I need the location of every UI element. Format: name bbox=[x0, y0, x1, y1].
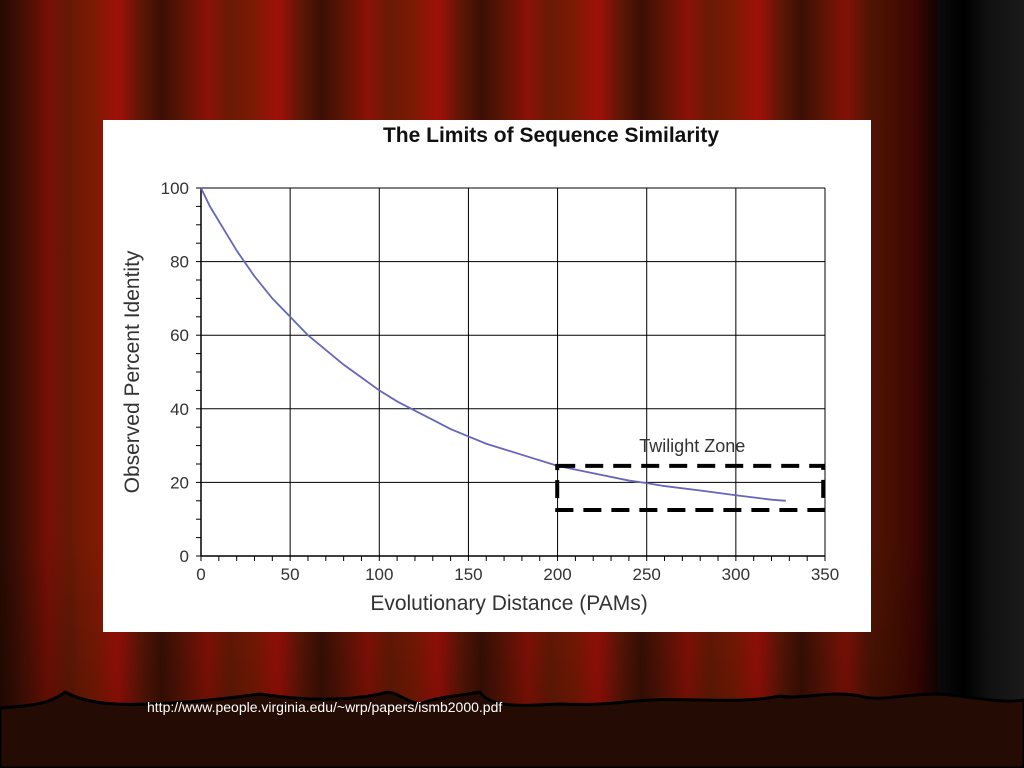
x-axis-label: Evolutionary Distance (PAMs) bbox=[370, 592, 647, 615]
right-dark-panel bbox=[938, 0, 1024, 768]
y-axis-label: Observed Percent Identity bbox=[121, 250, 144, 493]
chart-title: The Limits of Sequence Similarity bbox=[382, 124, 720, 147]
x-tick-label: 250 bbox=[633, 565, 661, 584]
y-tick-label: 20 bbox=[170, 473, 189, 492]
y-tick-label: 40 bbox=[170, 400, 189, 419]
x-tick-label: 50 bbox=[281, 565, 300, 584]
chart-svg: 0 50 100 150 200 250 300 350 0 20 40 60 80 100 Evoluti… bbox=[121, 179, 839, 615]
y-tick-label: 80 bbox=[170, 253, 189, 272]
footer-url[interactable]: http://www.people.virginia.edu/~wrp/pape… bbox=[147, 699, 503, 715]
x-tick-label: 300 bbox=[722, 565, 750, 584]
twilight-zone-box bbox=[555, 463, 826, 512]
stage-floor bbox=[0, 690, 1024, 768]
y-tick-label: 100 bbox=[161, 179, 189, 198]
x-tick-label: 150 bbox=[454, 565, 482, 584]
y-tick-label: 60 bbox=[170, 326, 189, 345]
x-tick-label: 100 bbox=[365, 565, 393, 584]
x-tick-label: 350 bbox=[811, 565, 839, 584]
x-tick-label: 0 bbox=[196, 565, 205, 584]
chart-panel: 0 50 100 150 200 250 300 350 0 20 40 60 80 100 Evoluti… bbox=[103, 120, 871, 632]
x-tick-label: 200 bbox=[543, 565, 571, 584]
series-line bbox=[200, 187, 786, 502]
twilight-zone-label: Twilight Zone bbox=[639, 436, 745, 456]
y-tick-label: 0 bbox=[180, 547, 189, 566]
